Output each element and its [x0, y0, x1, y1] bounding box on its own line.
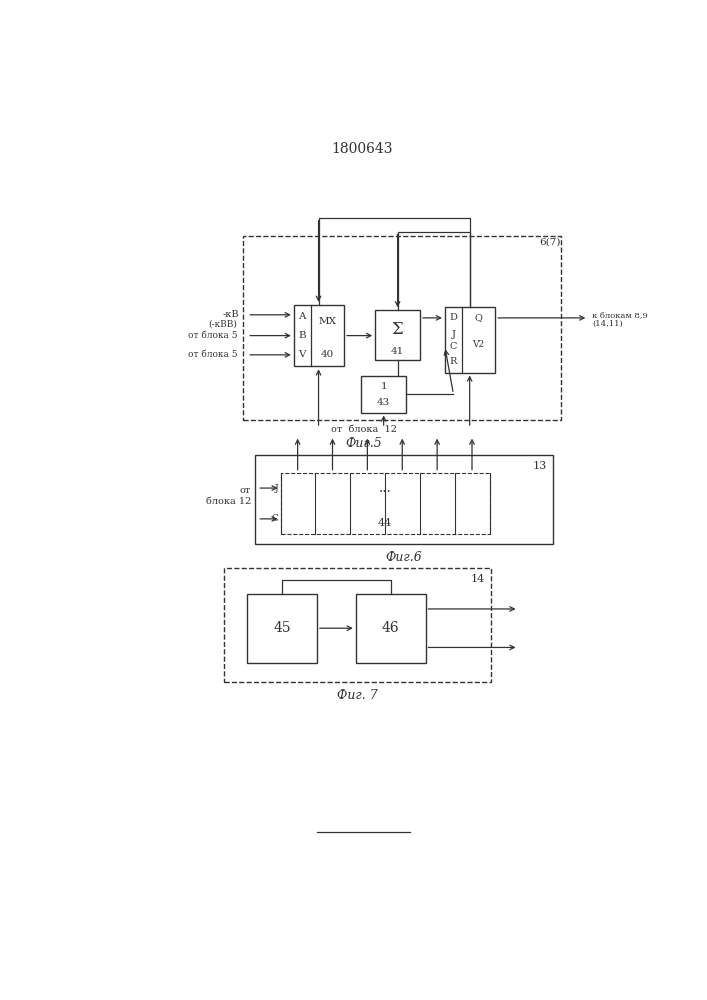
- Text: блока 12: блока 12: [206, 497, 251, 506]
- Text: R: R: [450, 357, 457, 366]
- Bar: [356, 594, 426, 663]
- Text: 45: 45: [274, 621, 291, 635]
- Text: A: A: [298, 312, 306, 321]
- Text: J: J: [451, 330, 455, 339]
- Text: 1: 1: [380, 382, 387, 391]
- Text: Фиг.5: Фиг.5: [345, 437, 382, 450]
- Bar: [445, 307, 495, 373]
- Text: (14,11): (14,11): [592, 320, 623, 328]
- Text: 44: 44: [378, 518, 392, 528]
- Bar: [281, 473, 490, 534]
- Text: 13: 13: [533, 461, 547, 471]
- Text: к блокам 8,9: к блокам 8,9: [592, 311, 648, 319]
- Text: 14: 14: [471, 574, 485, 584]
- Text: V2: V2: [472, 340, 484, 349]
- Text: Σ: Σ: [392, 321, 404, 338]
- Text: J: J: [274, 484, 279, 493]
- Text: C: C: [271, 514, 279, 523]
- Text: от блока 5: от блока 5: [187, 350, 237, 359]
- Text: 6(7): 6(7): [539, 237, 560, 246]
- Bar: [293, 305, 344, 366]
- Bar: [224, 568, 491, 682]
- Text: МХ: МХ: [318, 317, 336, 326]
- Text: 43: 43: [377, 398, 390, 407]
- Text: D: D: [450, 313, 457, 322]
- Text: V: V: [298, 350, 306, 359]
- Text: Фиг. 7: Фиг. 7: [337, 689, 378, 702]
- Text: 40: 40: [320, 350, 334, 359]
- Text: ...: ...: [379, 481, 392, 495]
- Text: -кВ: -кВ: [223, 310, 240, 319]
- Text: от  блока  12: от блока 12: [330, 425, 397, 434]
- Bar: [375, 310, 420, 360]
- Bar: [243, 235, 561, 420]
- Text: 46: 46: [382, 621, 399, 635]
- Text: Фиг.6: Фиг.6: [385, 551, 422, 564]
- Text: 41: 41: [391, 347, 404, 356]
- Text: C: C: [450, 342, 457, 351]
- Text: Q: Q: [474, 313, 482, 322]
- Text: B: B: [298, 331, 306, 340]
- Text: 1800643: 1800643: [331, 142, 392, 156]
- Bar: [255, 455, 554, 544]
- Bar: [361, 376, 406, 413]
- Text: (-кВВ): (-кВВ): [209, 320, 237, 329]
- Text: от блока 5: от блока 5: [187, 331, 237, 340]
- Text: от: от: [240, 486, 251, 495]
- Bar: [247, 594, 317, 663]
